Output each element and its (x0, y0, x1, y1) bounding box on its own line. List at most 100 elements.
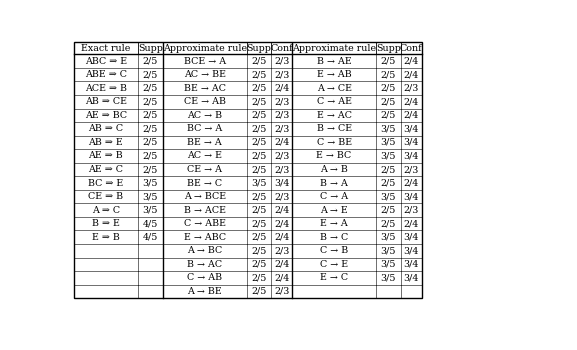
Text: 2/5: 2/5 (251, 192, 267, 201)
Text: E → BC: E → BC (316, 152, 352, 160)
Text: CE ⇒ B: CE ⇒ B (88, 192, 123, 201)
Text: 2/5: 2/5 (381, 165, 396, 174)
Text: 3/5: 3/5 (381, 124, 396, 133)
Text: 2/4: 2/4 (403, 111, 419, 120)
Text: 3/4: 3/4 (274, 178, 290, 188)
Text: A → BE: A → BE (188, 287, 222, 296)
Text: 3/5: 3/5 (381, 260, 396, 269)
Text: 2/5: 2/5 (251, 97, 267, 106)
Text: 2/5: 2/5 (251, 260, 267, 269)
Text: C → B: C → B (320, 246, 348, 255)
Text: B → CE: B → CE (317, 124, 351, 133)
Text: 2/4: 2/4 (403, 178, 419, 188)
Text: A → CE: A → CE (317, 84, 351, 93)
Text: 2/5: 2/5 (251, 273, 267, 282)
Text: AC → BE: AC → BE (183, 70, 226, 79)
Text: 3/4: 3/4 (403, 192, 419, 201)
Text: BCE → A: BCE → A (183, 57, 226, 65)
Text: A → BCE: A → BCE (183, 192, 226, 201)
Text: A → E: A → E (320, 206, 348, 215)
Text: 3/4: 3/4 (403, 246, 419, 255)
Text: AE ⇒ BC: AE ⇒ BC (85, 111, 127, 120)
Text: B → AC: B → AC (187, 260, 222, 269)
Text: 2/3: 2/3 (403, 206, 419, 215)
Text: AC → E: AC → E (187, 152, 222, 160)
Text: C → ABE: C → ABE (183, 219, 226, 228)
Text: A → BC: A → BC (187, 246, 222, 255)
Text: 2/5: 2/5 (381, 57, 396, 65)
Text: B → A: B → A (320, 178, 348, 188)
Text: 2/5: 2/5 (143, 70, 158, 79)
Text: Conf: Conf (400, 44, 422, 52)
Text: 2/5: 2/5 (251, 138, 267, 147)
Text: BE → C: BE → C (187, 178, 222, 188)
Text: 3/4: 3/4 (403, 138, 419, 147)
Text: AB ⇒ E: AB ⇒ E (88, 138, 123, 147)
Text: 2/5: 2/5 (381, 97, 396, 106)
Text: B → AE: B → AE (317, 57, 351, 65)
Text: BC ⇒ E: BC ⇒ E (88, 178, 123, 188)
Text: 3/5: 3/5 (381, 233, 396, 242)
Text: 2/3: 2/3 (274, 111, 290, 120)
Text: 2/5: 2/5 (251, 152, 267, 160)
Text: 2/5: 2/5 (143, 57, 158, 65)
Text: Conf: Conf (271, 44, 293, 52)
Text: 2/4: 2/4 (274, 84, 290, 93)
Text: 3/5: 3/5 (143, 206, 158, 215)
Text: A → B: A → B (320, 165, 348, 174)
Text: 2/4: 2/4 (274, 206, 290, 215)
Text: 3/4: 3/4 (403, 124, 419, 133)
Text: 2/5: 2/5 (251, 206, 267, 215)
Text: 3/5: 3/5 (381, 246, 396, 255)
Text: Supp: Supp (138, 44, 163, 52)
Text: 2/4: 2/4 (274, 219, 290, 228)
Text: 2/5: 2/5 (143, 84, 158, 93)
Text: 3/5: 3/5 (143, 178, 158, 188)
Text: 3/4: 3/4 (403, 260, 419, 269)
Text: B ⇒ E: B ⇒ E (92, 219, 120, 228)
Text: AB ⇒ C: AB ⇒ C (88, 124, 123, 133)
Text: 2/4: 2/4 (274, 233, 290, 242)
Text: 2/3: 2/3 (274, 57, 290, 65)
Text: 2/5: 2/5 (251, 219, 267, 228)
Text: 2/5: 2/5 (381, 111, 396, 120)
Text: 3/5: 3/5 (381, 152, 396, 160)
Text: E ⇒ B: E ⇒ B (92, 233, 120, 242)
Text: 3/5: 3/5 (251, 178, 267, 188)
Text: C → E: C → E (320, 260, 348, 269)
Bar (74, 42, 422, 298)
Text: 2/5: 2/5 (251, 165, 267, 174)
Text: Supp: Supp (376, 44, 401, 52)
Text: C → BE: C → BE (317, 138, 351, 147)
Text: 3/4: 3/4 (403, 273, 419, 282)
Text: 2/3: 2/3 (274, 124, 290, 133)
Text: 4/5: 4/5 (143, 233, 158, 242)
Text: 2/5: 2/5 (143, 111, 158, 120)
Text: 2/4: 2/4 (274, 138, 290, 147)
Text: 2/5: 2/5 (381, 178, 396, 188)
Text: 2/4: 2/4 (403, 219, 419, 228)
Text: 2/4: 2/4 (403, 97, 419, 106)
Text: 2/5: 2/5 (381, 84, 396, 93)
Text: E → AB: E → AB (317, 70, 351, 79)
Text: 2/5: 2/5 (251, 70, 267, 79)
Text: 2/5: 2/5 (143, 97, 158, 106)
Text: 2/5: 2/5 (251, 246, 267, 255)
Text: C → AB: C → AB (187, 273, 222, 282)
Text: AB ⇒ CE: AB ⇒ CE (85, 97, 127, 106)
Text: BC → A: BC → A (187, 124, 222, 133)
Text: Approximate rule: Approximate rule (292, 44, 376, 52)
Text: 2/5: 2/5 (381, 70, 396, 79)
Text: 2/5: 2/5 (381, 206, 396, 215)
Text: BE → A: BE → A (188, 138, 222, 147)
Text: 2/4: 2/4 (274, 273, 290, 282)
Text: ABE ⇒ C: ABE ⇒ C (85, 70, 127, 79)
Text: E → C: E → C (320, 273, 348, 282)
Text: 2/5: 2/5 (143, 165, 158, 174)
Text: CE → A: CE → A (187, 165, 222, 174)
Text: 2/3: 2/3 (274, 97, 290, 106)
Text: 3/5: 3/5 (381, 138, 396, 147)
Text: ABC ⇒ E: ABC ⇒ E (85, 57, 127, 65)
Text: 4/5: 4/5 (143, 219, 158, 228)
Text: 3/5: 3/5 (143, 192, 158, 201)
